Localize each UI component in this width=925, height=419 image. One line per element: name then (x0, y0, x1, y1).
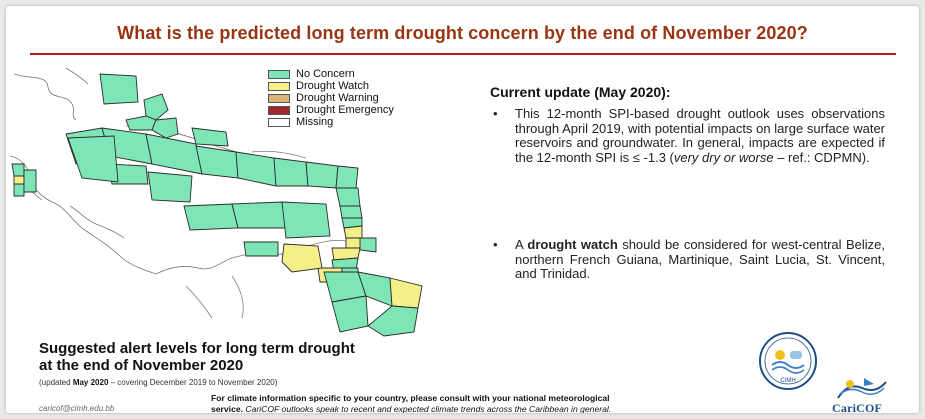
region-sea-south (231, 201, 287, 229)
legend-swatch (268, 93, 290, 103)
region-sea-south-east (281, 201, 331, 239)
map-legend: No Concern Drought Watch Drought Warning… (268, 68, 394, 128)
footer-line2: service. CariCOF outlooks speak to recen… (211, 404, 831, 413)
caricof-logo-text: CariCOF (832, 401, 883, 413)
bullet-text-pre: A (515, 237, 528, 252)
legend-label: Missing (296, 116, 334, 128)
legend-swatch (268, 81, 290, 91)
region-belize-north (11, 163, 25, 177)
region-bahamas-central (125, 115, 157, 131)
drought-map (9, 67, 423, 337)
legend-label: Drought Emergency (296, 104, 394, 116)
alert-title-line2: at the end of November 2020 (39, 357, 244, 374)
region-anguilla (335, 165, 359, 189)
region-barbados (359, 237, 377, 253)
legend-swatch (268, 105, 290, 115)
region-turks-caicos (191, 127, 229, 147)
region-belize-central (13, 175, 25, 185)
title-rule (30, 53, 896, 55)
page-title: What is the predicted long term drought … (117, 23, 808, 43)
bullet-dot: • (493, 237, 498, 252)
region-dominican-republic (235, 151, 277, 187)
alert-sub-pre: (updated (39, 378, 73, 387)
region-sea-south-west (183, 203, 239, 231)
bullet-text: A drought watch should be considered for… (515, 237, 885, 282)
cimh-logo: CIMH (759, 332, 817, 390)
alert-subtitle: (updated May 2020 – covering December 20… (39, 378, 277, 387)
footer-line1: For climate information specific to your… (211, 393, 610, 403)
region-cuba-east (145, 133, 203, 175)
region-belize-east (23, 169, 37, 193)
legend-swatch (268, 69, 290, 79)
footer-line2-italic: CariCOF outlooks speak to recent and exp… (243, 404, 612, 413)
footer-note: For climate information specific to your… (211, 393, 831, 413)
alert-sub-bold: May 2020 (72, 378, 109, 387)
region-french-guiana-south (367, 305, 419, 337)
alert-sub-post: – covering December 2019 to November 202… (108, 378, 278, 387)
legend-label: Drought Watch (296, 80, 369, 92)
bullet-dot: • (493, 106, 498, 121)
bullet-text-main: should be considered for west-central Be… (515, 237, 885, 282)
region-jamaica (147, 171, 193, 203)
regions (11, 73, 423, 337)
region-abc-islands (243, 241, 279, 257)
region-antigua (335, 187, 361, 207)
region-martinique (343, 225, 363, 239)
contact-email[interactable]: caricof@cimh.edu.bb (39, 404, 115, 413)
bullet-text: This 12-month SPI-based drought outlook … (515, 106, 885, 165)
slide: What is the predicted long term drought … (6, 6, 919, 413)
region-french-guiana-north (389, 277, 423, 309)
legend-item-drought-watch: Drought Watch (268, 80, 394, 92)
footer-line2-bold: service. (211, 404, 244, 413)
bullet-text-main: This 12-month SPI-based drought outlook … (515, 106, 885, 165)
region-belize-south (13, 183, 25, 197)
region-venezuela-north (281, 243, 323, 273)
legend-item-drought-warning: Drought Warning (268, 92, 394, 104)
region-guadeloupe (339, 205, 363, 219)
region-virgin-islands (305, 161, 339, 189)
region-bahamas-south (151, 117, 179, 139)
region-northwest-block (99, 73, 139, 105)
legend-item-missing: Missing (268, 116, 394, 128)
caricof-logo-graphic (837, 378, 887, 399)
legend-label: No Concern (296, 68, 355, 80)
legend-swatch (268, 117, 290, 127)
cimh-text: CIMH (780, 378, 795, 384)
legend-label: Drought Warning (296, 92, 379, 104)
bullet-text-bold: drought watch (527, 237, 618, 252)
legend-item-no-concern: No Concern (268, 68, 394, 80)
region-bahamas-north (143, 93, 169, 121)
bullet-text-italic: very dry or worse (673, 149, 774, 165)
alert-title-line1: Suggested alert levels for long term dro… (39, 340, 355, 357)
region-sea-west (67, 135, 119, 183)
legend-item-drought-emergency: Drought Emergency (268, 104, 394, 116)
alert-title: Suggested alert levels for long term dro… (39, 340, 355, 374)
region-puerto-rico (273, 157, 309, 187)
bullet-text-tail: – ref.: CDPMN). (773, 149, 870, 165)
update-heading: Current update (May 2020): (490, 84, 671, 100)
region-suriname-south (331, 295, 369, 333)
